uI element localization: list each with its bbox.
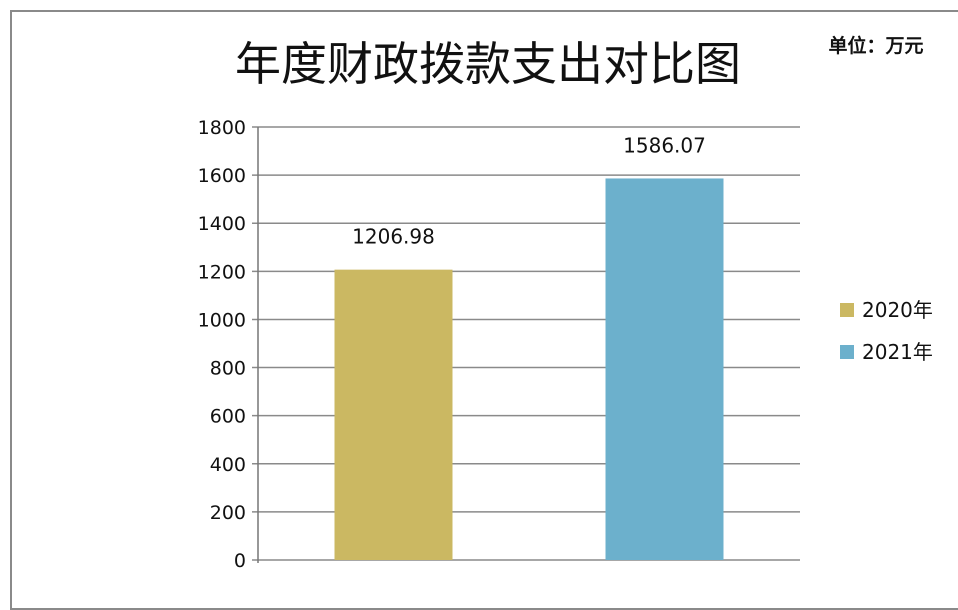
bar-2020年	[334, 269, 453, 560]
bars	[334, 178, 724, 561]
chart-canvas: 年度财政拨款支出对比图 单位：万元 0 200 400 600 800 1000 1200 1…	[198, 34, 933, 572]
y-tick-label: 0	[234, 550, 246, 572]
y-tick-label: 600	[210, 406, 246, 428]
data-labels: 1206.98 1586.07	[352, 133, 706, 248]
legend-label: 2021年	[862, 340, 933, 364]
bar-data-label: 1586.07	[623, 133, 706, 157]
y-tick-label: 1000	[198, 309, 246, 331]
y-tick-label: 400	[210, 454, 246, 476]
y-tick-label: 1200	[198, 261, 246, 283]
y-tick-label: 200	[210, 502, 246, 524]
legend-label: 2020年	[862, 298, 933, 322]
chart-title: 年度财政拨款支出对比图	[235, 37, 741, 91]
y-axis-ticks: 0 200 400 600 800 1000 1200 1400 1600 1800	[198, 117, 246, 572]
y-tick-label: 1800	[198, 117, 246, 139]
legend-swatch	[840, 303, 854, 317]
bar-data-label: 1206.98	[352, 225, 435, 249]
unit-label: 单位：万元	[828, 34, 923, 57]
y-tick-label: 1400	[198, 213, 246, 235]
y-tick-label: 1600	[198, 165, 246, 187]
bar-2021年	[605, 178, 724, 561]
legend: 2020年 2021年	[840, 298, 933, 364]
legend-swatch	[840, 345, 854, 359]
y-tick-label: 800	[210, 358, 246, 380]
